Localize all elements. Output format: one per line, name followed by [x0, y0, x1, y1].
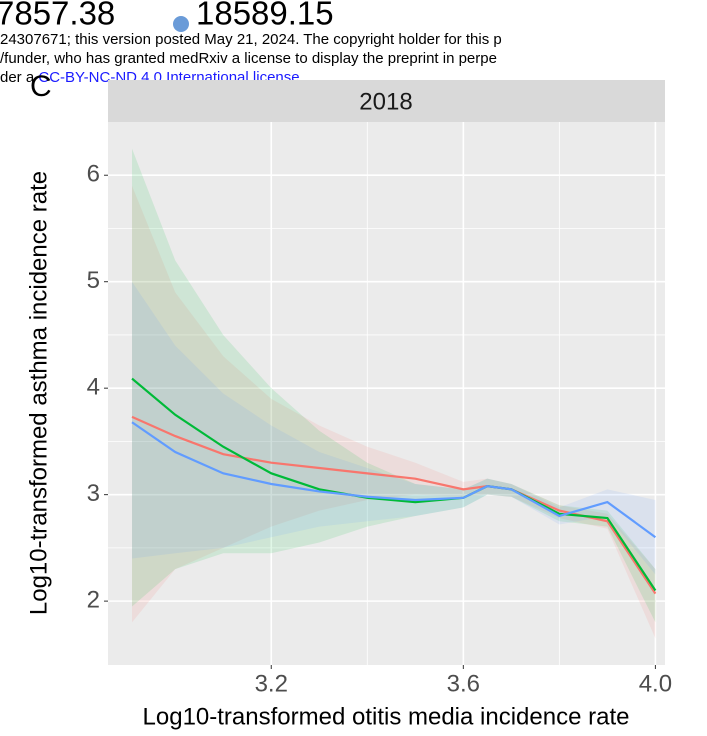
facet-strip [108, 80, 665, 122]
trend-line [131, 421, 657, 539]
x-tick-label: 3.6 [447, 670, 480, 697]
preprint-line: 24307671; this version posted May 21, 20… [0, 31, 502, 48]
y-tick-label: 2 [87, 586, 100, 613]
preprint-text: der a [0, 69, 35, 86]
panel-letter: C [30, 70, 52, 103]
overlay-number: 18589.15 [196, 0, 334, 32]
trend-line [131, 377, 657, 592]
confidence-ribbon [132, 185, 656, 639]
x-tick-label: 4.0 [639, 670, 672, 697]
facet-label: 2018 [359, 88, 412, 115]
overlay-dot [173, 16, 189, 32]
confidence-ribbon [132, 281, 656, 575]
overlay-number: 7857.38 [0, 0, 115, 32]
preprint-line: /funder, who has granted medRxiv a licen… [0, 50, 497, 67]
grid [108, 122, 665, 665]
marks [131, 148, 657, 639]
confidence-ribbon [132, 148, 656, 623]
x-tick-label: 3.2 [255, 670, 288, 697]
preprint-text: . [304, 69, 308, 86]
y-tick-label: 4 [87, 374, 100, 401]
y-tick-label: 5 [87, 267, 100, 294]
panel [108, 122, 665, 665]
y-tick-label: 3 [87, 480, 100, 507]
trend-line [131, 415, 657, 595]
x-axis-title: Log10-transformed otitis media incidence… [143, 703, 630, 730]
y-tick-label: 6 [87, 161, 100, 188]
y-axis-title: Log10-transformed asthma incidence rate [25, 171, 52, 615]
